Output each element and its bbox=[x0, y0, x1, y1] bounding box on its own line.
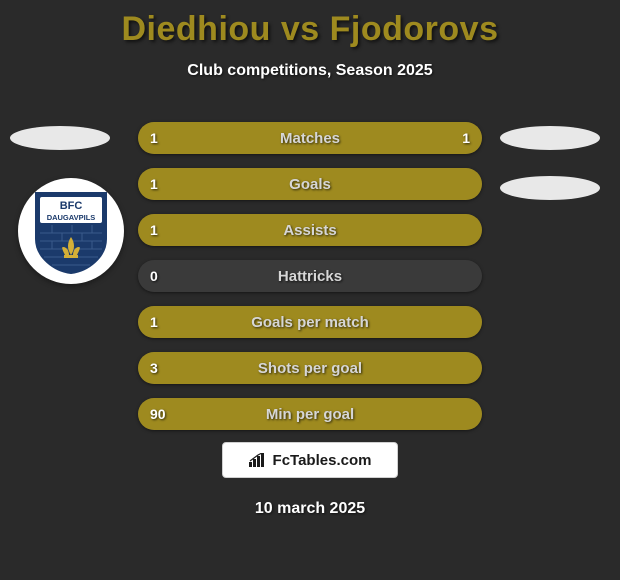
club-shield: BFC DAUGAVPILS bbox=[32, 187, 110, 275]
stat-value-left: 1 bbox=[150, 168, 158, 200]
bar-fill-left bbox=[138, 306, 482, 338]
player2-club-placeholder bbox=[500, 176, 600, 200]
player1-photo-placeholder bbox=[10, 126, 110, 150]
club-logo-line2: DAUGAVPILS bbox=[47, 213, 96, 222]
page-title: Diedhiou vs Fjodorovs bbox=[0, 10, 620, 49]
stat-row: 3Shots per goal bbox=[138, 352, 482, 384]
player1-name: Diedhiou bbox=[122, 10, 271, 48]
bar-fill-right bbox=[310, 122, 482, 154]
stat-value-left: 1 bbox=[150, 214, 158, 246]
date: 10 march 2025 bbox=[0, 500, 620, 518]
stat-row: 90Min per goal bbox=[138, 398, 482, 430]
club-logo-line1: BFC bbox=[60, 200, 83, 212]
subtitle: Club competitions, Season 2025 bbox=[0, 62, 620, 80]
bar-fill-left bbox=[138, 122, 310, 154]
stat-row: 11Matches bbox=[138, 122, 482, 154]
stat-row: 0Hattricks bbox=[138, 260, 482, 292]
player2-name: Fjodorovs bbox=[330, 10, 499, 48]
stat-row: 1Assists bbox=[138, 214, 482, 246]
stat-bars: 11Matches1Goals1Assists0Hattricks1Goals … bbox=[138, 122, 482, 444]
vs-separator: vs bbox=[271, 10, 330, 48]
stat-row: 1Goals bbox=[138, 168, 482, 200]
brand-text: FcTables.com bbox=[273, 452, 372, 469]
bar-fill-left bbox=[138, 398, 482, 430]
stat-value-left: 3 bbox=[150, 352, 158, 384]
stat-row: 1Goals per match bbox=[138, 306, 482, 338]
bar-fill-left bbox=[138, 168, 482, 200]
stat-value-left: 0 bbox=[150, 260, 158, 292]
stat-value-left: 1 bbox=[150, 306, 158, 338]
stat-value-right: 1 bbox=[462, 122, 470, 154]
bar-fill-left bbox=[138, 352, 482, 384]
brand-box: FcTables.com bbox=[222, 442, 398, 478]
player2-photo-placeholder bbox=[500, 126, 600, 150]
chart-icon bbox=[249, 453, 267, 467]
stat-value-left: 90 bbox=[150, 398, 166, 430]
stat-value-left: 1 bbox=[150, 122, 158, 154]
bar-fill-left bbox=[138, 214, 482, 246]
player1-club-logo: BFC DAUGAVPILS bbox=[18, 178, 124, 284]
